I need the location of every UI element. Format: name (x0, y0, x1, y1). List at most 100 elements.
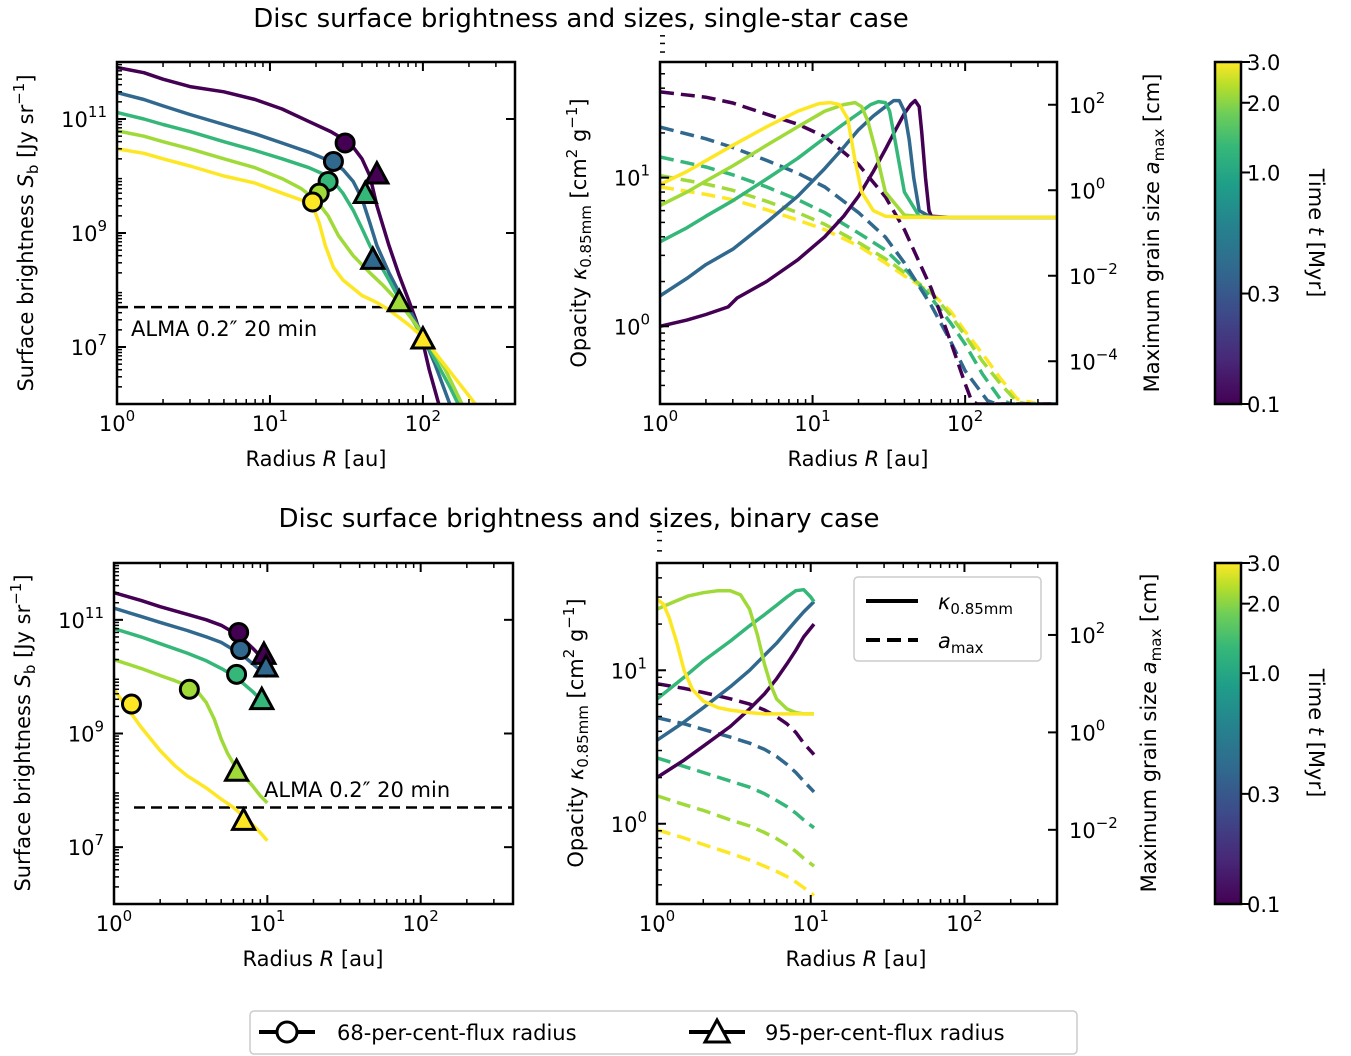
tr-curves (660, 90, 1057, 404)
inset-legend-dashed-label: amax (938, 629, 984, 657)
bl-sb-curve-0.3 (114, 606, 269, 678)
bl-ytick-label: 107 (68, 831, 104, 860)
br-ylabel: Opacity κ0.85mm [cm2 g−1] (560, 598, 592, 867)
tl-sb-curve-0.1 (117, 65, 441, 404)
tr-amax-curve-2 (660, 173, 1057, 404)
tl-r95-marker-3 (409, 324, 437, 350)
tl-ytick-label: 1011 (61, 103, 107, 132)
bl-xtick-label: 101 (249, 907, 285, 936)
cbar-bottom-tick-label: 0.1 (1247, 893, 1280, 917)
tr-ytick-label: 101 (614, 162, 650, 191)
tl-markers (302, 132, 437, 350)
bl-ylabel: Surface brightness Sb [Jy sr−1] (7, 574, 39, 891)
cbar-top-tick-label: 2.0 (1247, 92, 1280, 116)
bl-markers (120, 621, 280, 831)
tl-ylabel: Surface brightness Sb [Jy sr−1] (10, 74, 42, 391)
bl-r68-marker-0.1 (228, 621, 250, 643)
bl-r95-marker-1 (248, 685, 276, 711)
tl-r68-marker-0.1 (334, 132, 356, 154)
tl-r95-marker-0.1 (363, 159, 391, 185)
tl-r68-marker-0.3 (322, 150, 344, 172)
tl-xtick-label: 102 (405, 407, 441, 436)
tr-opacity-curve-0.3 (660, 98, 1057, 298)
legend-circle-label: 68-per-cent-flux radius (337, 1021, 577, 1045)
br-xtick-label: 100 (639, 907, 675, 936)
tr-opacity-curve-2 (660, 100, 1057, 220)
bottom-legend-box (249, 1010, 1078, 1055)
tr-r-ytick-label: 10−2 (1069, 260, 1118, 289)
tr-xtick-label: 100 (642, 407, 678, 436)
br-ytick-label: 101 (611, 654, 647, 683)
tl-sb-curve-1 (117, 110, 460, 404)
bl-ticks: 100 101 102 107 109 1011 (58, 563, 514, 936)
bl-sb-curve-2 (114, 657, 269, 805)
tl-ytick-label: 109 (71, 217, 107, 246)
colorbar-bottom-gradient (1213, 561, 1243, 906)
bl-r95-marker-0.3 (252, 652, 280, 678)
br-opacity-curve-3 (657, 597, 814, 716)
tl-sb-curve-2 (117, 129, 464, 404)
br-r-ytick-label: 102 (1069, 619, 1105, 648)
br-amax-curve-0.1 (657, 681, 816, 756)
bl-sb-curve-0.1 (114, 591, 269, 665)
br-opacity-curve-2 (657, 588, 814, 716)
bl-xlabel: Radius R [au] (243, 947, 384, 971)
cbar-top-tick-label: 3.0 (1247, 51, 1280, 75)
br-curves (657, 587, 816, 897)
bl-r68-marker-2 (178, 678, 200, 700)
panel-top-left: 100 101 102 107 109 1011 ALMA 0.2″ 20 min Rad… (10, 60, 517, 471)
bl-ytick-label: 109 (68, 718, 104, 747)
tr-r-ytick-label: 100 (1069, 174, 1105, 203)
cbar-bottom-tick-label: 2.0 (1247, 593, 1280, 617)
bl-r68-marker-0.3 (230, 639, 252, 661)
tr-xtick-label: 101 (794, 407, 830, 436)
tl-r95-marker-0.3 (359, 244, 387, 270)
tr-r-ytick-label: 102 (1069, 89, 1105, 118)
colorbar-bottom-label: Time t [Myr] (1304, 668, 1328, 798)
br-ylabel-right: Maximum grain size amax [cm] (1137, 574, 1165, 893)
bl-curves (114, 591, 513, 842)
tr-ylabel-right: Maximum grain size amax [cm] (1140, 74, 1168, 393)
cbar-top-tick-label: 0.1 (1247, 393, 1280, 417)
bottom-legend: 68-per-cent-flux radius 95-per-cent-flux… (249, 1010, 1078, 1055)
br-xtick-label: 102 (946, 907, 982, 936)
cbar-top-tick-label: 1.0 (1247, 161, 1280, 185)
colorbar-top-label: Time t [Myr] (1304, 168, 1328, 298)
bl-sb-curve-1 (114, 626, 269, 708)
legend-circle-marker (275, 1020, 299, 1044)
tr-ticks: 100 101 102 100 101 10−4 10−2 100 102 (614, 35, 1118, 436)
tr-ylabel: Opacity κ0.85mm [cm2 g−1] (563, 98, 595, 367)
bl-frame (112, 561, 515, 906)
tl-curves (117, 65, 515, 404)
tl-xlabel: Radius R [au] (246, 447, 387, 471)
bl-r68-marker-3 (120, 693, 142, 715)
bl-xtick-label: 102 (403, 907, 439, 936)
bl-xtick-label: 100 (96, 907, 132, 936)
bl-r95-marker-3 (230, 805, 258, 831)
bl-r95-marker-2 (223, 756, 251, 782)
tr-xtick-label: 102 (947, 407, 983, 436)
br-ytick-label: 100 (611, 808, 647, 837)
tl-sb-curve-0.3 (117, 90, 452, 404)
br-opacity-curve-0.1 (657, 623, 816, 779)
br-opacity-curve-0.3 (657, 600, 816, 742)
br-r-ytick-label: 10−2 (1069, 814, 1118, 843)
title-bottom: Disc surface brightness and sizes, binar… (278, 504, 879, 534)
tl-alma-label: ALMA 0.2″ 20 min (131, 317, 317, 341)
inset-legend: κ0.85mm amax (853, 576, 1042, 662)
br-amax-curve-1 (657, 756, 816, 830)
br-ticks: 100 101 102 100 101 10−2 100 102 (611, 523, 1118, 936)
tr-opacity-curve-3 (660, 100, 1057, 220)
tl-r95-marker-2 (385, 287, 413, 313)
bl-r68-marker-1 (226, 663, 248, 685)
legend-triangle-label: 95-per-cent-flux radius (765, 1021, 1005, 1045)
tr-amax-curve-0.1 (660, 90, 1057, 404)
colorbar-top: Time t [Myr] 0.1 0.3 1.0 2.0 3.0 (1213, 51, 1328, 417)
tl-frame (115, 60, 517, 406)
br-xlabel: Radius R [au] (786, 947, 927, 971)
tr-ytick-label: 100 (614, 310, 650, 339)
tl-xtick-label: 101 (252, 407, 288, 436)
colorbar-bottom: Time t [Myr] 0.1 0.3 1.0 2.0 3.0 (1213, 552, 1328, 917)
